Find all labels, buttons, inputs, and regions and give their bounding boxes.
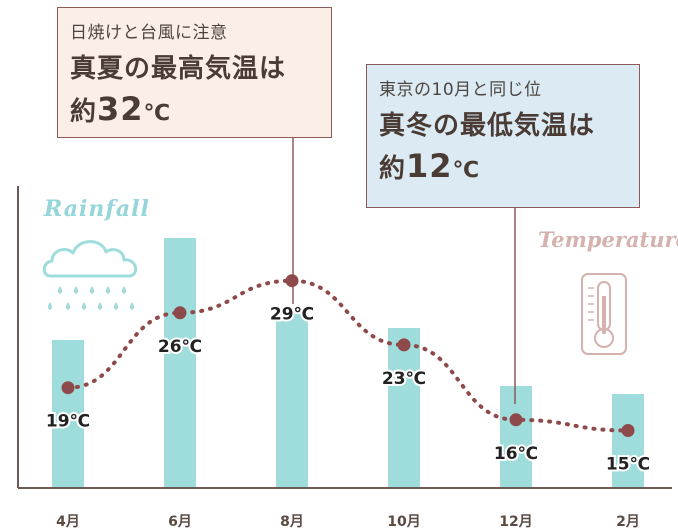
temperature-data-label: 26℃ xyxy=(158,337,202,357)
rain-bar xyxy=(388,328,420,488)
temperature-data-label: 19℃ xyxy=(46,412,90,432)
rain-bar xyxy=(52,340,84,488)
temperature-data-label: 16℃ xyxy=(494,444,538,464)
winter-value: 12 xyxy=(406,147,453,185)
temperature-point xyxy=(61,381,75,395)
summer-value-line: 約32℃ xyxy=(70,89,321,134)
temperature-label: Temperature xyxy=(538,227,678,252)
temperature-point xyxy=(397,338,411,352)
temperature-point xyxy=(173,306,187,320)
temperature-point xyxy=(285,274,299,288)
temperature-data-label: 29℃ xyxy=(270,305,314,325)
summer-unit: ℃ xyxy=(143,101,172,126)
rain-bar xyxy=(164,238,196,488)
temperature-point xyxy=(509,413,523,427)
summer-headline: 真夏の最高気温は xyxy=(70,54,287,84)
x-tick-label: 10月 xyxy=(387,514,420,529)
thermometer-icon xyxy=(581,273,627,355)
winter-callout: 東京の10月と同じ位 真冬の最低気温は 約12℃ xyxy=(366,64,640,208)
temperature-data-label: 15℃ xyxy=(606,455,650,475)
winter-unit: ℃ xyxy=(452,158,481,183)
x-tick-label: 8月 xyxy=(280,514,304,529)
x-tick-label: 6月 xyxy=(168,514,192,529)
winter-headline: 真冬の最低気温は xyxy=(379,111,596,141)
summer-callout: 日焼けと台風に注意 真夏の最高気温は 約32℃ xyxy=(57,7,332,138)
summer-subtitle: 日焼けと台風に注意 xyxy=(70,23,228,43)
temperature-line xyxy=(66,278,630,433)
rain-bar xyxy=(612,394,644,488)
winter-subtitle: 東京の10月と同じ位 xyxy=(379,80,542,100)
rain-bar xyxy=(276,310,308,488)
summer-value: 32 xyxy=(97,90,144,128)
x-tick-label: 2月 xyxy=(616,514,640,529)
rain-bar xyxy=(500,386,532,488)
cloud-rain-icon xyxy=(42,240,138,310)
x-tick-label: 12月 xyxy=(499,514,532,529)
rainfall-label: Rainfall xyxy=(44,196,150,222)
winter-prefix: 約 xyxy=(379,154,407,184)
temperature-data-label: 23℃ xyxy=(382,369,426,389)
temperature-point xyxy=(621,424,635,437)
winter-value-line: 約12℃ xyxy=(379,146,629,191)
summer-prefix: 約 xyxy=(70,97,98,127)
x-tick-label: 4月 xyxy=(56,514,80,529)
